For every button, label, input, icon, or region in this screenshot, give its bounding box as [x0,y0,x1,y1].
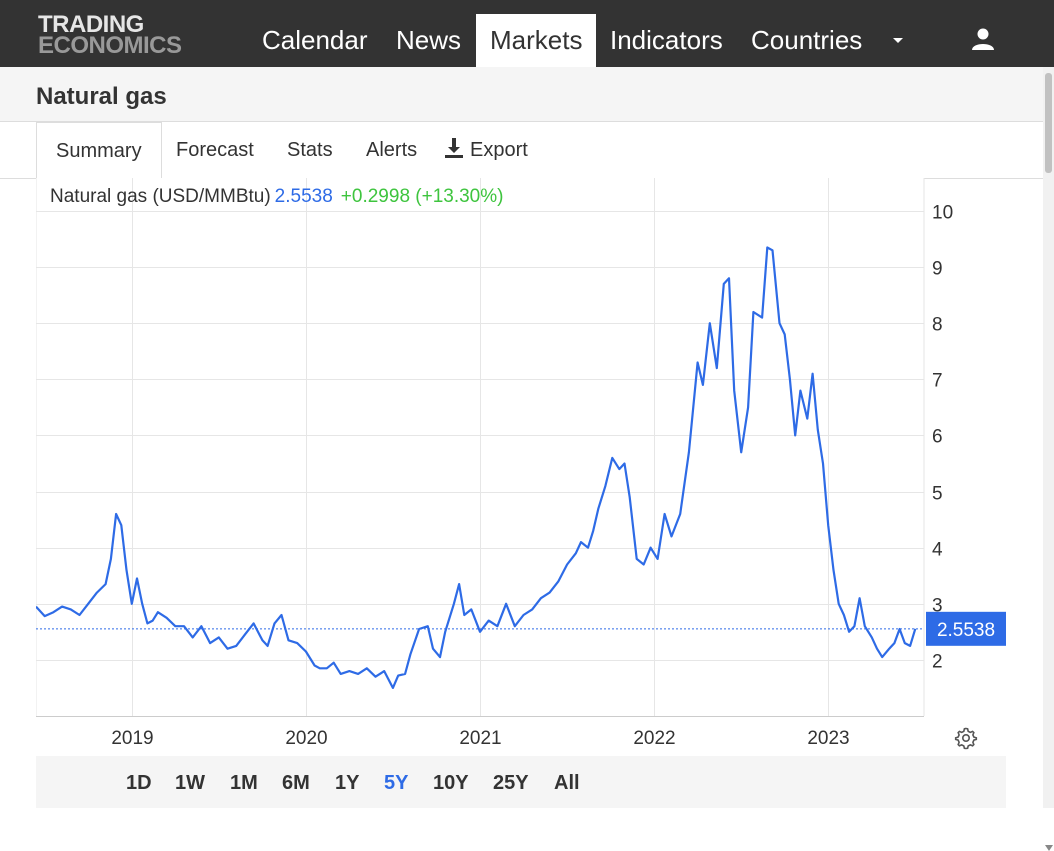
page-title-bar: Natural gas [0,67,1043,122]
price-line-chart[interactable]: 2 3 4 5 6 7 8 9 10 2019 2020 2021 2022 2023 2.5538 [36,178,1006,756]
y-tick-label: 3 [932,596,943,617]
nav-countries[interactable]: Countries [751,25,863,55]
x-tick-label: 2022 [633,728,675,749]
logo-line-2: ECONOMICS [38,32,182,59]
legend-series-name: Natural gas (USD/MMBtu) [50,186,271,207]
chart-legend: Natural gas (USD/MMBtu) 2.5538 +0.2998 (+1… [50,186,503,208]
y-tick-label: 6 [932,427,943,448]
time-range-selector: 1D 1W 1M 6M 1Y 5Y 10Y 25Y All [36,756,1006,808]
x-tick-label: 2020 [285,728,327,749]
trading-economics-logo[interactable]: TRADING ECONOMICS [38,11,182,59]
logo-line-1: TRADING [38,11,144,38]
y-tick-label: 5 [932,484,943,505]
tab-summary[interactable]: Summary [36,122,162,179]
page-scrollbar[interactable] [1043,67,1054,851]
chart-settings-gear-icon[interactable] [954,726,978,750]
user-account-icon[interactable] [971,27,995,51]
scroll-down-arrow-icon[interactable] [1045,845,1053,851]
x-tick-label: 2023 [807,728,849,749]
nav-indicators[interactable]: Indicators [610,25,723,55]
range-1y[interactable]: 1Y [335,772,360,794]
tab-forecast[interactable]: Forecast [176,139,254,161]
tab-alerts[interactable]: Alerts [366,139,418,161]
legend-change: +0.2998 (+13.30%) [340,186,504,207]
tab-stats[interactable]: Stats [287,139,333,161]
range-25y[interactable]: 25Y [493,772,529,794]
y-tick-label: 8 [932,315,943,336]
natural-gas-price-line[interactable] [36,246,917,689]
current-price-label: 2.5538 [937,620,995,641]
page-title: Natural gas [36,83,167,110]
download-icon [445,138,463,158]
x-tick-label: 2019 [111,728,153,749]
nav-news[interactable]: News [396,25,462,55]
tab-export-label: Export [470,139,528,161]
countries-dropdown-caret-icon[interactable] [893,38,903,43]
range-1d[interactable]: 1D [126,772,152,794]
y-tick-label: 4 [932,540,943,561]
range-1w[interactable]: 1W [175,772,205,794]
nav-calendar[interactable]: Calendar [262,25,368,55]
range-all[interactable]: All [554,772,580,794]
range-5y[interactable]: 5Y [384,772,409,794]
tab-bar: Summary Forecast Stats Alerts Export [0,122,1043,179]
range-10y[interactable]: 10Y [433,772,469,794]
tab-export[interactable]: Export [425,122,547,178]
nav-markets[interactable]: Markets [476,14,596,67]
range-6m[interactable]: 6M [282,772,310,794]
y-tick-label: 2 [932,652,943,673]
scrollbar-thumb[interactable] [1045,73,1052,173]
y-tick-label: 10 [932,203,953,224]
x-tick-label: 2021 [459,728,501,749]
y-tick-label: 7 [932,371,943,392]
legend-current-value: 2.5538 [274,186,333,207]
current-price-box [926,611,1006,646]
top-navigation-bar: TRADING ECONOMICS Calendar News Markets … [0,0,1054,67]
price-chart-panel: 2 3 4 5 6 7 8 9 10 2019 2020 2021 2022 2023 2.5538 N… [36,178,1006,808]
y-tick-label: 9 [932,259,943,280]
range-1m[interactable]: 1M [230,772,258,794]
